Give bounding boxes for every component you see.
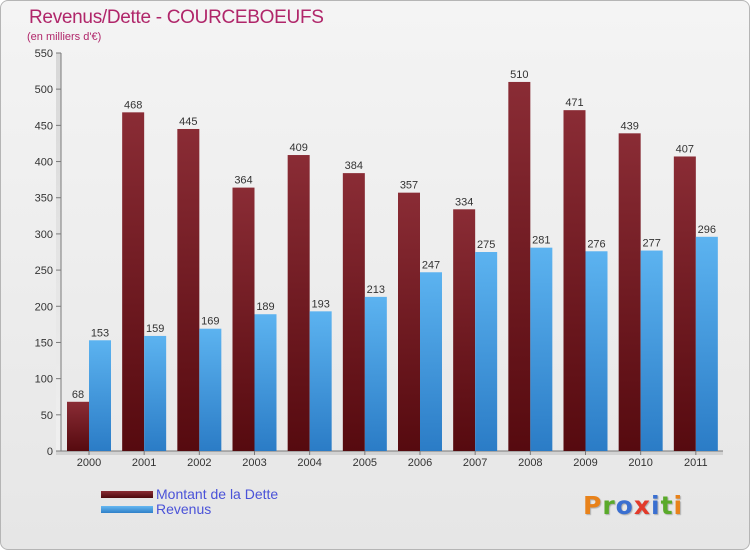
data-label-revenus: 213 [367, 284, 385, 296]
data-label-debt: 471 [565, 97, 583, 109]
bar-debt [673, 156, 696, 452]
bar-debt [287, 155, 310, 452]
data-label-debt: 68 [72, 389, 84, 401]
data-label-revenus: 169 [201, 316, 219, 328]
data-label-revenus: 159 [146, 323, 164, 335]
bar-debt [618, 133, 641, 451]
data-label-debt: 445 [179, 116, 197, 128]
bar-revenus [420, 272, 442, 451]
logo-letter: i [651, 491, 661, 520]
y-tick-label: 500 [35, 84, 53, 96]
x-tick-label: 2005 [353, 457, 377, 469]
bar-revenus [89, 340, 111, 451]
x-tick-label: 2006 [408, 457, 432, 469]
data-label-revenus: 193 [311, 298, 329, 310]
data-label-revenus: 247 [422, 259, 440, 271]
data-label-revenus: 296 [698, 224, 716, 236]
x-tick-label: 2004 [297, 457, 321, 469]
data-label-debt: 510 [510, 69, 528, 81]
data-label-revenus: 277 [642, 238, 660, 250]
data-label-revenus: 281 [532, 235, 550, 247]
x-tick-label: 2008 [518, 457, 542, 469]
logo-letter: r [602, 491, 616, 520]
data-label-revenus: 276 [587, 238, 605, 250]
legend-swatch-debt [101, 491, 153, 498]
logo-letter: x [633, 491, 651, 520]
bar-revenus [585, 251, 608, 451]
y-tick-label: 0 [47, 446, 53, 458]
bar-revenus [475, 252, 498, 451]
chart-title: Revenus/Dette - COURCEBOEUFS [29, 7, 324, 28]
bar-debt [122, 112, 145, 451]
legend-label-debt: Montant de la Dette [156, 486, 279, 502]
y-tick-label: 350 [35, 193, 53, 205]
proxiti-logo: Proxiti [583, 491, 683, 520]
logo-letter: t [660, 491, 674, 520]
data-label-debt: 439 [620, 120, 638, 132]
y-tick-label: 100 [35, 374, 53, 386]
bar-debt [67, 401, 89, 451]
x-tick-label: 2011 [684, 457, 708, 469]
logo-letter: o [615, 491, 634, 520]
bar-debt [342, 173, 365, 451]
data-label-debt: 409 [289, 142, 307, 154]
bar-revenus [199, 328, 222, 451]
bar-revenus [309, 311, 332, 451]
data-label-debt: 357 [400, 180, 418, 192]
bar-revenus [144, 335, 167, 451]
bar-debt [177, 128, 200, 451]
data-label-debt: 334 [455, 196, 473, 208]
y-tick-label: 150 [35, 337, 53, 349]
y-tick-label: 250 [35, 265, 53, 277]
bar-revenus [530, 247, 553, 451]
bar-debt [398, 192, 420, 452]
y-tick-label: 450 [35, 120, 53, 132]
bar-debt [232, 187, 255, 451]
bar-revenus [695, 236, 718, 451]
y-tick-label: 50 [41, 410, 53, 422]
legend-label-revenus: Revenus [156, 501, 212, 517]
x-tick-label: 2001 [132, 457, 156, 469]
x-tick-label: 2007 [463, 457, 487, 469]
bar-debt [563, 110, 586, 452]
logo-letter: i [673, 491, 684, 520]
x-tick-label: 2009 [573, 457, 597, 469]
x-tick-label: 2002 [187, 457, 211, 469]
x-tick-label: 2000 [77, 457, 101, 469]
x-axis-band [56, 451, 723, 455]
chart-subtitle: (en milliers d'€) [27, 31, 102, 43]
bar-debt [453, 209, 476, 451]
x-tick-label: 2003 [242, 457, 266, 469]
data-label-revenus: 189 [256, 301, 274, 313]
legend-swatch-revenus [101, 506, 153, 513]
y-tick-label: 300 [35, 229, 53, 241]
data-label-revenus: 275 [477, 239, 495, 251]
bar-revenus [254, 314, 277, 451]
bar-debt [508, 81, 531, 451]
data-label-debt: 384 [345, 160, 363, 172]
bar-revenus [640, 250, 663, 451]
data-label-debt: 468 [124, 99, 142, 111]
data-label-debt: 407 [676, 143, 694, 155]
y-tick-label: 400 [35, 157, 53, 169]
y-axis-band [56, 53, 61, 451]
y-tick-label: 200 [35, 301, 53, 313]
data-label-revenus: 153 [91, 327, 109, 339]
data-label-debt: 364 [234, 175, 252, 187]
bar-revenus [364, 296, 387, 451]
y-tick-label: 550 [35, 48, 53, 60]
x-tick-label: 2010 [628, 457, 652, 469]
logo-letter: P [583, 491, 603, 520]
